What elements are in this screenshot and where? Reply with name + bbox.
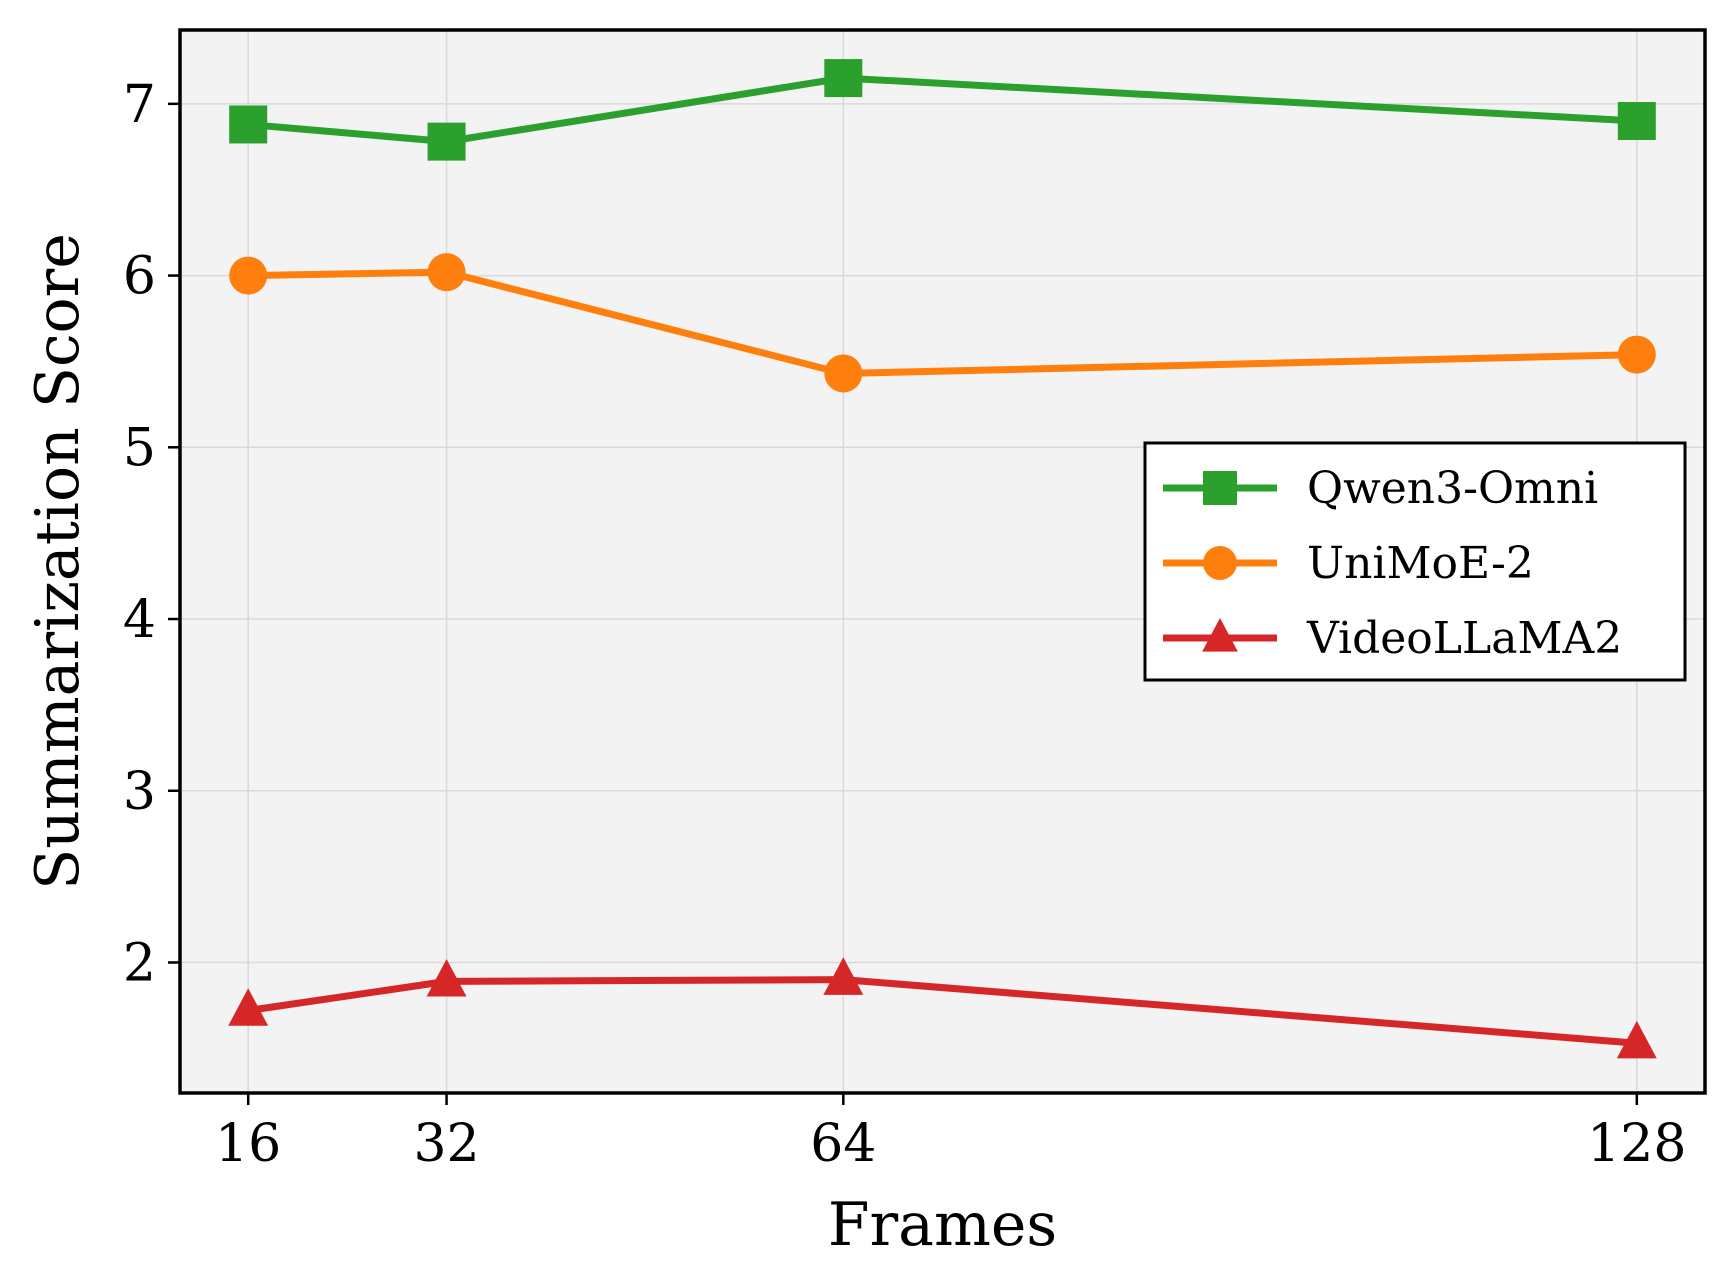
legend-marker xyxy=(1203,546,1237,580)
data-point xyxy=(229,105,268,144)
x-tick-label: 64 xyxy=(810,1114,876,1174)
y-tick-label: 4 xyxy=(123,590,156,650)
series-unimoe-2 xyxy=(229,253,1656,393)
data-point xyxy=(824,59,863,98)
y-tick-label: 2 xyxy=(123,933,156,993)
x-tick-label: 128 xyxy=(1587,1114,1686,1174)
legend-marker xyxy=(1203,471,1237,505)
data-point xyxy=(228,988,269,1026)
legend-item: VideoLLaMA2 xyxy=(1163,613,1622,664)
y-tick-label: 6 xyxy=(123,247,156,307)
series-line xyxy=(244,74,1641,146)
x-axis-label: Frames xyxy=(828,1190,1057,1260)
data-point xyxy=(823,957,864,995)
series-qwen3-omni xyxy=(229,59,1656,161)
legend: Qwen3-Omni UniMoE-2 VideoLLaMA2 xyxy=(1143,441,1687,682)
series-line xyxy=(244,268,1641,377)
data-point xyxy=(229,256,268,295)
legend-marker xyxy=(1202,617,1238,652)
data-point xyxy=(1617,335,1656,374)
legend-label: Qwen3-Omni xyxy=(1307,463,1598,514)
data-point xyxy=(824,354,863,393)
data-point xyxy=(427,253,466,292)
data-point xyxy=(1616,1020,1657,1059)
y-tick-label: 5 xyxy=(123,418,156,478)
data-point xyxy=(426,958,467,997)
data-point xyxy=(1617,102,1656,141)
y-axis-label: Summarization Score xyxy=(23,233,93,890)
plot-frame xyxy=(178,28,1707,1095)
legend-label: VideoLLaMA2 xyxy=(1306,613,1622,664)
series-videollama2 xyxy=(228,957,1657,1059)
legend-item: UniMoE-2 xyxy=(1163,538,1534,589)
y-tick-label: 3 xyxy=(123,762,156,822)
series-line xyxy=(244,976,1641,1047)
x-tick-label: 16 xyxy=(215,1114,281,1174)
legend-label: UniMoE-2 xyxy=(1307,538,1534,589)
x-tick-label: 32 xyxy=(413,1114,479,1174)
data-point xyxy=(427,122,466,161)
y-tick-label: 7 xyxy=(123,75,156,135)
legend-item: Qwen3-Omni xyxy=(1163,463,1598,514)
